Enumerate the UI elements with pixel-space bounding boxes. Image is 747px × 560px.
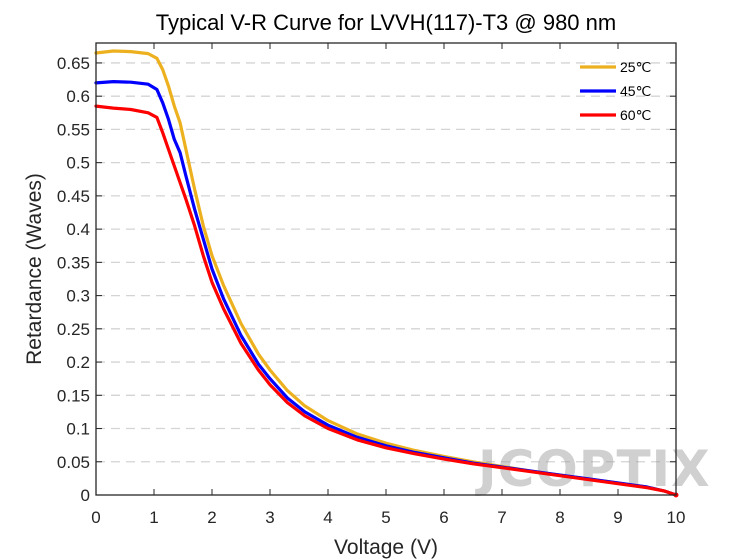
plot-frame bbox=[95, 42, 677, 496]
x-tick-label: 7 bbox=[497, 508, 506, 527]
y-tick-label: 0.6 bbox=[66, 87, 90, 106]
y-tick-label: 0.4 bbox=[66, 220, 90, 239]
x-tick-label: 3 bbox=[265, 508, 274, 527]
y-tick-label: 0.2 bbox=[66, 353, 90, 372]
y-tick-label: 0 bbox=[81, 486, 90, 505]
y-tick-label: 0.45 bbox=[57, 187, 90, 206]
y-tick-label: 0.25 bbox=[57, 320, 90, 339]
series-line-60c bbox=[94, 104, 678, 497]
x-tick-label: 1 bbox=[149, 508, 158, 527]
series-lines bbox=[94, 49, 679, 498]
y-tick-label: 0.05 bbox=[57, 453, 90, 472]
x-tick-label: 0 bbox=[91, 508, 100, 527]
grid-lines bbox=[96, 62, 676, 463]
y-tick-label: 0.5 bbox=[66, 154, 90, 173]
x-axis-title: Voltage (V) bbox=[334, 536, 438, 559]
y-axis-title: Retardance (Waves) bbox=[23, 173, 46, 365]
y-tick-label: 0.65 bbox=[57, 54, 90, 73]
x-tick-label: 9 bbox=[613, 508, 622, 527]
y-tick-label: 0.35 bbox=[57, 253, 90, 272]
y-tick-label: 0.15 bbox=[57, 386, 90, 405]
x-tick-label: 6 bbox=[439, 508, 448, 527]
legend-label: 60℃ bbox=[620, 107, 651, 123]
x-tick-label: 10 bbox=[667, 508, 686, 527]
x-tick-label: 8 bbox=[555, 508, 564, 527]
x-tick-labels: 0 1 2 3 4 5 6 7 8 9 10 bbox=[91, 508, 685, 527]
y-tick-label: 0.1 bbox=[66, 420, 90, 439]
y-tick-label: 0.55 bbox=[57, 120, 90, 139]
y-tick-label: 0.3 bbox=[66, 287, 90, 306]
legend: 25℃ 45℃ 60℃ bbox=[580, 59, 651, 123]
legend-label: 45℃ bbox=[620, 83, 651, 99]
chart-title: Typical V-R Curve for LVVH(117)-T3 @ 980… bbox=[156, 10, 616, 35]
x-tick-label: 2 bbox=[207, 508, 216, 527]
x-tick-label: 5 bbox=[381, 508, 390, 527]
legend-label: 25℃ bbox=[620, 59, 651, 75]
x-tick-label: 4 bbox=[323, 508, 332, 527]
axis-ticks bbox=[95, 43, 677, 496]
y-tick-labels: 0 0.05 0.1 0.15 0.2 0.25 0.3 0.35 0.4 0.45 0.5 0.55… bbox=[57, 54, 90, 505]
